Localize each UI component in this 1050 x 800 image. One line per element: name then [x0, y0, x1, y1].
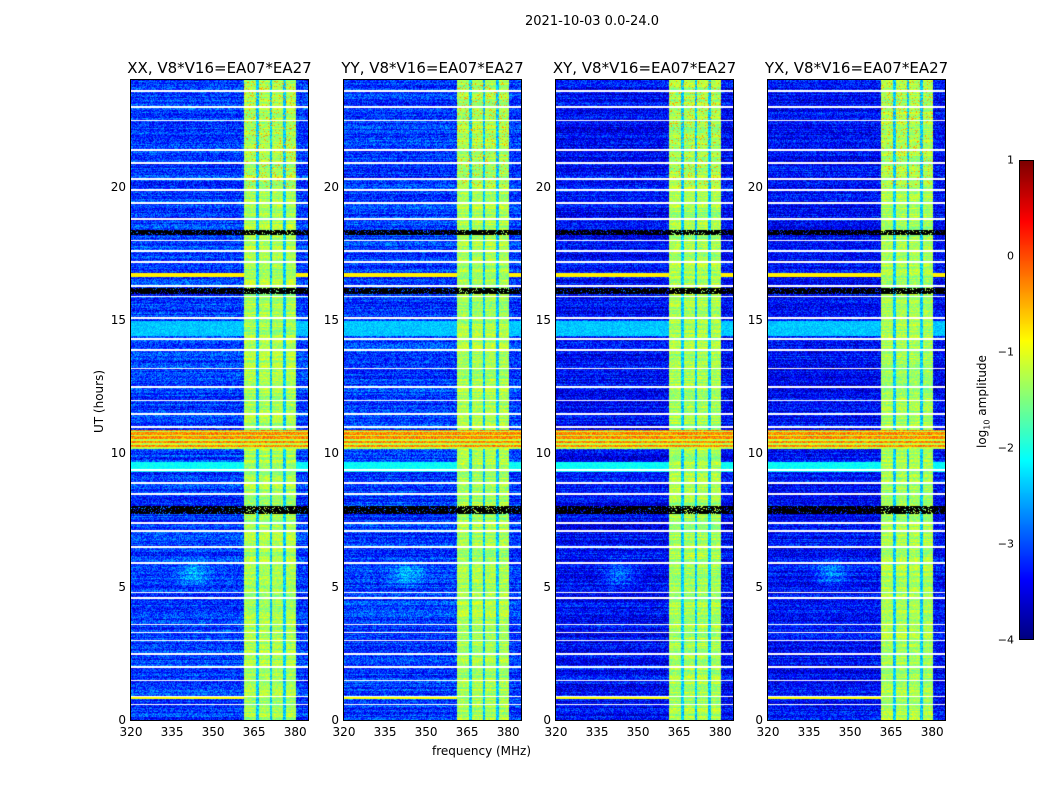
x-tick-label: 350: [414, 725, 438, 739]
colorbar-label: log10 amplitude: [975, 355, 992, 448]
panel-title: XX, V8*V16=EA07*EA27: [127, 59, 312, 77]
colorbar-tick-label: −2: [997, 441, 1014, 455]
x-tick-label: 320: [332, 725, 356, 739]
y-tick-label: 20: [110, 179, 126, 194]
colorbar-tick-label: −3: [997, 537, 1014, 551]
figure-suptitle: 2021-10-03 0.0-24.0: [525, 14, 659, 29]
x-tick-label: 335: [585, 725, 609, 739]
x-tick-label: 320: [756, 725, 780, 739]
panel-title: YY, V8*V16=EA07*EA27: [341, 59, 524, 77]
x-tick-label: 335: [373, 725, 397, 739]
spectrogram-image: [131, 80, 308, 720]
x-tick-label: 320: [119, 725, 143, 739]
x-tick-label: 365: [667, 725, 691, 739]
colorbar-tick-label: −4: [997, 633, 1014, 647]
spectrogram-image: [768, 80, 945, 720]
y-tick-label: 0: [118, 713, 126, 727]
x-tick-label: 350: [626, 725, 650, 739]
x-tick-label: 350: [838, 725, 862, 739]
colorbar-tick-label: 0: [1007, 249, 1014, 263]
x-tick-label: 380: [496, 725, 520, 739]
y-tick-label: 5: [543, 579, 551, 594]
x-tick-label: 350: [201, 725, 225, 739]
x-tick-label: 365: [242, 725, 266, 739]
y-tick-label: 0: [543, 713, 551, 727]
y-tick-label: 20: [323, 179, 339, 194]
y-tick-label: 20: [535, 179, 551, 194]
panel-title: XY, V8*V16=EA07*EA27: [552, 59, 737, 77]
y-tick-label: 5: [118, 579, 126, 594]
spectrogram-image: [556, 80, 733, 720]
x-axis-label: frequency (MHz): [432, 744, 532, 758]
y-tick-label: 20: [747, 179, 763, 194]
y-tick-label: 5: [331, 579, 339, 594]
colorbar-tick-label: 1: [1007, 153, 1014, 167]
spectrogram-panel-2: [555, 79, 734, 721]
colorbar-tick-label: −1: [997, 345, 1014, 359]
y-tick-label: 15: [747, 313, 763, 327]
y-tick-label: 10: [323, 446, 339, 461]
y-tick-label: 0: [331, 713, 339, 727]
spectrogram-panel-1: [343, 79, 522, 721]
spectrogram-panel-3: [767, 79, 946, 721]
x-tick-label: 320: [544, 725, 568, 739]
x-tick-label: 335: [797, 725, 821, 739]
x-tick-label: 335: [160, 725, 184, 739]
x-tick-label: 365: [455, 725, 479, 739]
y-tick-label: 0: [755, 713, 763, 727]
y-tick-label: 15: [535, 313, 551, 327]
x-tick-label: 380: [708, 725, 732, 739]
y-axis-label: UT (hours): [85, 337, 106, 433]
y-tick-label: 10: [535, 446, 551, 461]
spectrogram-panel-0: [130, 79, 309, 721]
spectrogram-image: [344, 80, 521, 720]
x-tick-label: 380: [920, 725, 944, 739]
x-tick-label: 365: [879, 725, 903, 739]
y-tick-label: 15: [110, 313, 126, 327]
y-tick-label: 10: [747, 446, 763, 461]
y-tick-label: 5: [755, 579, 763, 594]
y-tick-label: 15: [323, 313, 339, 327]
colorbar: [1019, 160, 1034, 640]
y-axis-label-text: UT (hours): [92, 369, 106, 433]
panel-title: YX, V8*V16=EA07*EA27: [764, 59, 949, 77]
y-tick-label: 10: [110, 446, 126, 461]
x-tick-label: 380: [283, 725, 307, 739]
